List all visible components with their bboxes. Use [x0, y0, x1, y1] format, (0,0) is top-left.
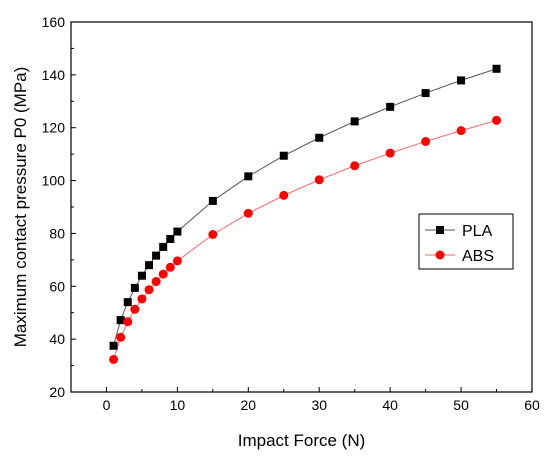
point-abs — [350, 161, 360, 171]
x-tick-label-60: 60 — [524, 397, 540, 413]
y-tick-label-20: 20 — [49, 384, 65, 400]
y-tick-label-80: 80 — [49, 225, 65, 241]
y-tick-label-60: 60 — [49, 278, 65, 294]
point-pla — [109, 341, 118, 350]
legend-box — [418, 213, 514, 270]
x-tick-label-10: 10 — [170, 397, 186, 413]
point-abs — [137, 294, 147, 304]
point-pla — [123, 298, 132, 307]
point-abs — [144, 285, 154, 295]
x-tick-label-40: 40 — [382, 397, 398, 413]
y-tick-label-100: 100 — [42, 173, 66, 189]
point-abs — [456, 126, 466, 136]
point-pla — [350, 117, 359, 126]
point-pla — [208, 196, 217, 205]
point-pla — [315, 133, 324, 142]
legend-marker-abs — [435, 250, 445, 260]
point-abs — [385, 148, 395, 158]
point-abs — [165, 262, 175, 272]
legend-marker-pla — [436, 226, 444, 234]
point-abs — [158, 269, 168, 279]
series-line-pla — [113, 68, 497, 346]
point-abs — [314, 175, 324, 185]
point-pla — [244, 172, 253, 181]
point-pla — [279, 151, 288, 160]
point-pla — [145, 261, 154, 270]
point-pla — [137, 271, 146, 280]
y-tick-label-160: 160 — [42, 14, 66, 30]
x-axis-title: Impact Force (N) — [238, 431, 366, 450]
point-abs — [243, 208, 253, 218]
point-pla — [166, 234, 175, 243]
point-abs — [123, 317, 133, 327]
point-pla — [116, 316, 125, 325]
y-tick-label-120: 120 — [42, 120, 66, 136]
point-abs — [109, 354, 119, 364]
point-pla — [173, 227, 182, 236]
point-abs — [172, 256, 182, 266]
point-abs — [130, 304, 140, 314]
point-pla — [130, 283, 139, 292]
y-tick-label-40: 40 — [49, 331, 65, 347]
point-abs — [116, 332, 126, 342]
x-tick-label-30: 30 — [311, 397, 327, 413]
point-pla — [386, 102, 395, 111]
point-abs — [151, 277, 161, 287]
point-abs — [279, 190, 289, 200]
series-markers — [109, 64, 502, 364]
x-tick-label-20: 20 — [241, 397, 257, 413]
point-abs — [208, 229, 218, 239]
legend: PLA ABS — [418, 213, 514, 270]
point-pla — [421, 89, 430, 98]
legend-label-abs: ABS — [462, 248, 494, 265]
legend-label-pla: PLA — [462, 223, 493, 240]
y-tick-label-140: 140 — [42, 67, 66, 83]
x-tick-label-50: 50 — [453, 397, 469, 413]
point-pla — [492, 64, 501, 73]
y-axis-title: Maximum contact pressure P0 (MPa) — [11, 67, 30, 348]
point-pla — [152, 251, 161, 260]
point-pla — [159, 242, 168, 251]
tick-group: 0 10 20 30 40 50 60 20 40 60 80 100 120 140 160 — [42, 14, 540, 413]
point-abs — [421, 136, 431, 146]
x-tick-label-0: 0 — [103, 397, 111, 413]
point-pla — [457, 76, 466, 85]
point-abs — [492, 115, 502, 125]
